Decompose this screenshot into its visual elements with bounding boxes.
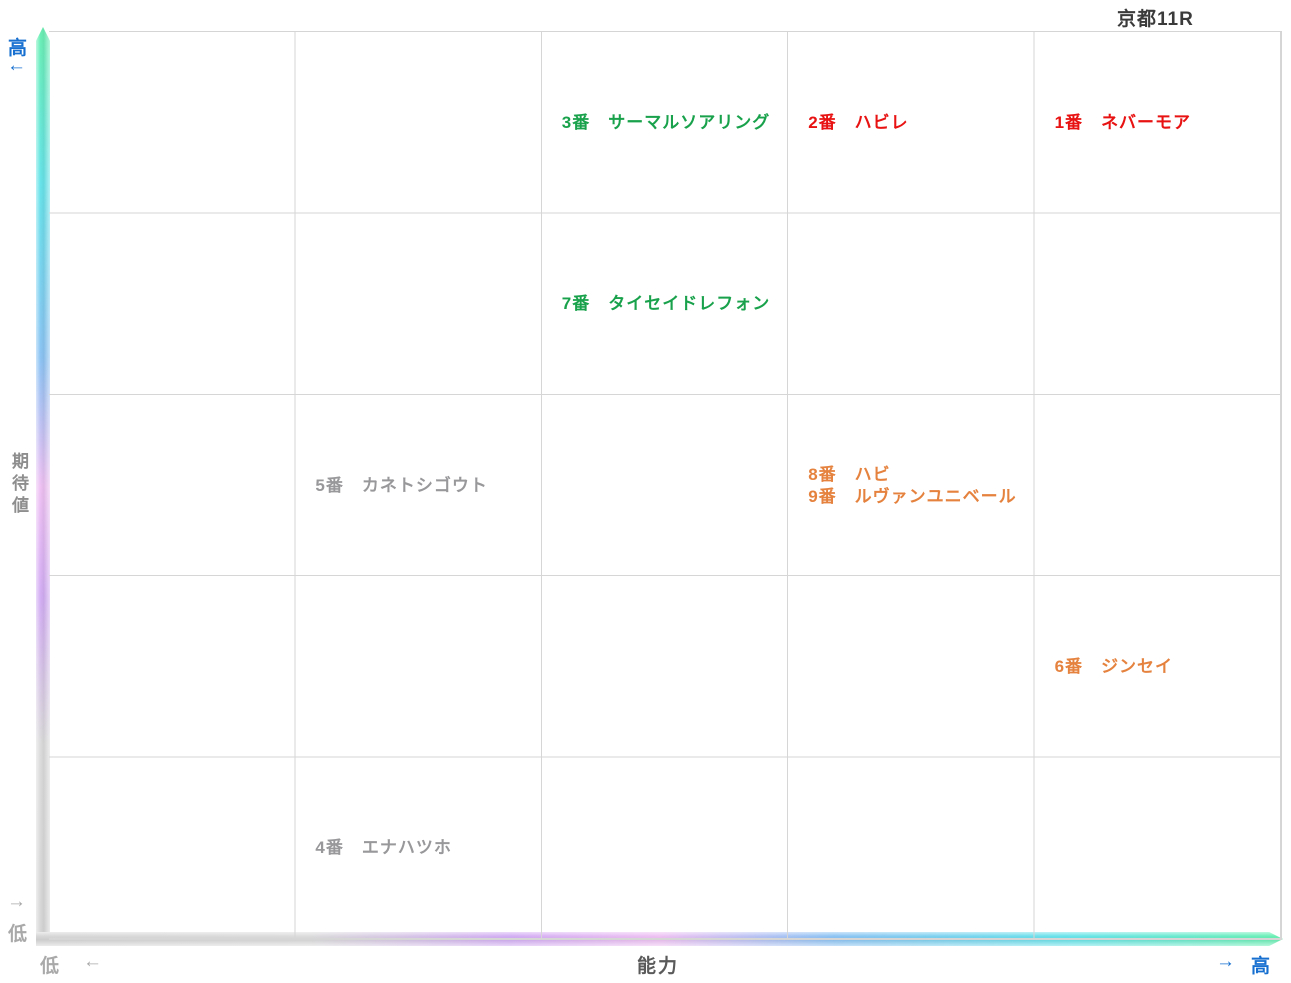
race-title: 京都11R <box>1117 9 1194 30</box>
horse-cell-group: 8番 ハビ 9番 ルヴァンユニベール <box>788 464 1016 508</box>
horse-label: 2番 ハビレ <box>808 112 908 134</box>
horse-label: 1番 ネバーモア <box>1055 112 1191 134</box>
horse-number: 2番 <box>808 112 837 132</box>
horse-label: 7番 タイセイドレフォン <box>562 293 770 315</box>
horse-cell-group: 2番 ハビレ <box>788 112 908 134</box>
y-axis-high-label: 高 <box>8 38 28 59</box>
horse-name: エナハツホ <box>361 838 452 858</box>
x-axis-low-label: 低 <box>40 956 60 977</box>
horse-label: 8番 ハビ <box>808 464 1016 486</box>
horse-cell-group: 5番 カネトシゴウト <box>295 475 487 497</box>
x-axis-high-arrow-icon: → <box>1216 951 1235 972</box>
x-axis-high-label: 高 <box>1251 956 1271 977</box>
horse-number: 4番 <box>315 838 344 858</box>
horse-label: 4番 エナハツホ <box>315 837 451 859</box>
horse-number: 6番 <box>1054 656 1084 676</box>
horse-name: ハビレ <box>854 112 909 132</box>
y-axis-high-arrow-icon: ← <box>7 55 26 76</box>
horse-number: 3番 <box>561 112 591 132</box>
horse-name: ハビ <box>854 464 891 484</box>
horse-number: 8番 <box>808 464 837 484</box>
horse-name: ネバーモア <box>1101 112 1192 132</box>
horse-cell-group: 1番 ネバーモア <box>1035 112 1191 134</box>
horse-label: 3番 サーマルソアリング <box>562 112 770 134</box>
y-axis-title: 期待値 <box>9 452 28 518</box>
y-axis-low-label: 低 <box>8 924 28 945</box>
horse-name: サーマルソアリング <box>608 112 771 132</box>
horse-label: 6番 ジンセイ <box>1055 656 1173 678</box>
horse-cell-group: 7番 タイセイドレフォン <box>542 293 770 315</box>
horse-number: 7番 <box>561 294 591 314</box>
x-axis-low-arrow-icon: ← <box>83 951 102 972</box>
horse-name: ジンセイ <box>1101 656 1174 676</box>
horse-number: 9番 <box>808 486 837 506</box>
y-axis-gradient-bar <box>36 27 50 946</box>
horse-number: 5番 <box>315 475 344 495</box>
horse-name: ルヴァンユニベール <box>854 486 1017 506</box>
horse-number: 1番 <box>1054 112 1084 132</box>
horse-name: タイセイドレフォン <box>608 294 771 314</box>
horse-name: カネトシゴウト <box>361 475 488 495</box>
plot-grid: 3番 サーマルソアリング 2番 ハビレ 1番 ネバーモア 7番 タイセイドレフォン 5番 カネトシ… <box>49 31 1282 940</box>
horse-cell-group: 3番 サーマルソアリング <box>542 112 770 134</box>
y-axis-low-arrow-icon: → <box>7 891 26 912</box>
horse-cell-group: 6番 ジンセイ <box>1035 656 1173 678</box>
horse-label: 9番 ルヴァンユニベール <box>808 486 1016 508</box>
horse-label: 5番 カネトシゴウト <box>315 475 487 497</box>
horse-cell-group: 4番 エナハツホ <box>295 837 451 859</box>
x-axis-title: 能力 <box>637 956 680 977</box>
